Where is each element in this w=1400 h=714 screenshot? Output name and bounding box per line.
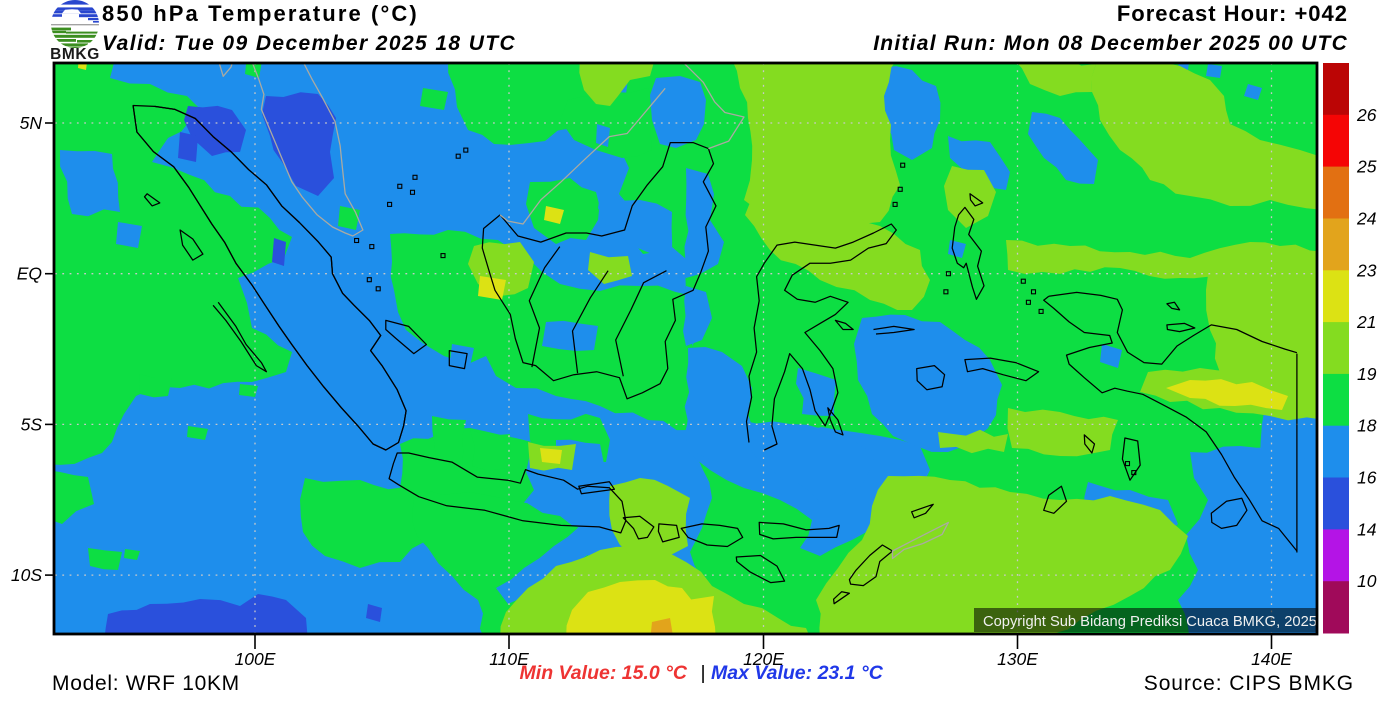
svg-text:5N: 5N (20, 113, 43, 133)
svg-text:110E: 110E (489, 649, 529, 669)
svg-text:5S: 5S (21, 414, 43, 434)
svg-text:23: 23 (1356, 260, 1377, 280)
svg-text:120E: 120E (743, 649, 784, 669)
svg-text:16: 16 (1357, 468, 1377, 488)
svg-text:14: 14 (1357, 519, 1377, 539)
svg-text:140E: 140E (1251, 649, 1292, 669)
svg-text:10: 10 (1357, 571, 1377, 591)
svg-text:130E: 130E (997, 649, 1038, 669)
svg-text:21: 21 (1356, 312, 1376, 332)
svg-text:100E: 100E (235, 649, 276, 669)
svg-text:25: 25 (1356, 157, 1377, 177)
svg-text:BMKG: BMKG (50, 46, 100, 63)
svg-text:850 hPa Temperature (°C): 850 hPa Temperature (°C) (102, 1, 419, 26)
svg-text:Max Value: 23.1 °C: Max Value: 23.1 °C (711, 662, 884, 684)
svg-text:Model: WRF 10KM: Model: WRF 10KM (52, 672, 240, 695)
svg-text:26: 26 (1356, 105, 1377, 125)
svg-text:10S: 10S (11, 565, 42, 585)
svg-text:|: | (700, 662, 705, 684)
svg-text:Source: CIPS BMKG: Source: CIPS BMKG (1144, 672, 1354, 695)
svg-text:Forecast Hour: +042: Forecast Hour: +042 (1117, 1, 1348, 26)
svg-text:EQ: EQ (17, 264, 43, 284)
svg-text:Initial Run: Mon 08 December 2: Initial Run: Mon 08 December 2025 00 UTC (873, 32, 1348, 55)
svg-text:Valid: Tue 09 December 2025 18: Valid: Tue 09 December 2025 18 UTC (102, 32, 516, 55)
svg-text:19: 19 (1357, 364, 1377, 384)
svg-text:Min Value: 15.0 °C: Min Value: 15.0 °C (520, 662, 688, 684)
svg-text:18: 18 (1357, 416, 1377, 436)
svg-text:24: 24 (1356, 209, 1377, 229)
svg-text:Copyright Sub Bidang Prediksi: Copyright Sub Bidang Prediksi Cuaca BMKG… (983, 614, 1317, 630)
